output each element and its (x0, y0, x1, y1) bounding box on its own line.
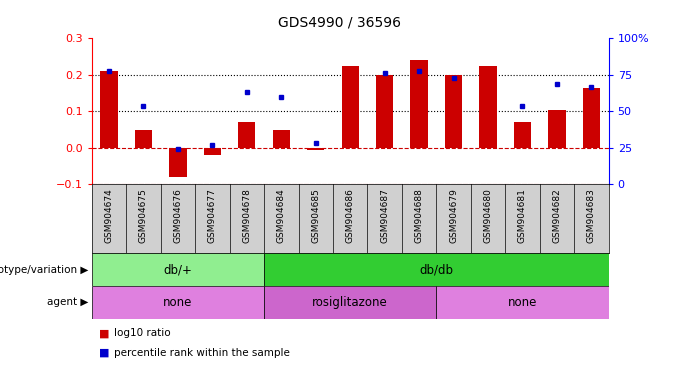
Text: ■: ■ (99, 328, 113, 338)
Text: GSM904683: GSM904683 (587, 188, 596, 243)
Text: GSM904687: GSM904687 (380, 188, 389, 243)
Text: rosiglitazone: rosiglitazone (312, 296, 388, 309)
Text: GDS4990 / 36596: GDS4990 / 36596 (279, 15, 401, 29)
Bar (341, 66, 359, 148)
Text: GSM904688: GSM904688 (415, 188, 424, 243)
Bar (92, 253, 264, 286)
Text: db/+: db/+ (163, 263, 192, 276)
Bar (92, 286, 264, 319)
Bar (376, 75, 393, 148)
Bar (479, 66, 496, 148)
Text: ■: ■ (99, 348, 113, 358)
Text: agent ▶: agent ▶ (47, 297, 88, 308)
Text: GSM904679: GSM904679 (449, 188, 458, 243)
Bar (273, 129, 290, 148)
Text: none: none (508, 296, 537, 309)
Bar (264, 253, 609, 286)
Text: GSM904676: GSM904676 (173, 188, 182, 243)
Text: GSM904674: GSM904674 (105, 188, 114, 243)
Text: GSM904684: GSM904684 (277, 188, 286, 243)
Text: GSM904677: GSM904677 (208, 188, 217, 243)
Text: db/db: db/db (420, 263, 454, 276)
Bar (583, 88, 600, 148)
Text: GSM904686: GSM904686 (345, 188, 355, 243)
Text: percentile rank within the sample: percentile rank within the sample (114, 348, 290, 358)
Text: genotype/variation ▶: genotype/variation ▶ (0, 265, 88, 275)
Bar (307, 148, 324, 150)
Bar (101, 71, 118, 148)
Bar (169, 148, 186, 177)
Text: GSM904678: GSM904678 (242, 188, 252, 243)
Text: GSM904682: GSM904682 (552, 188, 562, 243)
Text: GSM904685: GSM904685 (311, 188, 320, 243)
Bar (514, 122, 531, 148)
Bar (238, 122, 256, 148)
Text: log10 ratio: log10 ratio (114, 328, 170, 338)
Bar (135, 129, 152, 148)
Bar (548, 109, 566, 148)
Text: none: none (163, 296, 192, 309)
Bar (411, 60, 428, 148)
Bar (445, 75, 462, 148)
Text: GSM904680: GSM904680 (483, 188, 492, 243)
Bar (204, 148, 221, 155)
Text: GSM904681: GSM904681 (518, 188, 527, 243)
Text: GSM904675: GSM904675 (139, 188, 148, 243)
Bar (437, 286, 609, 319)
Bar (264, 286, 437, 319)
